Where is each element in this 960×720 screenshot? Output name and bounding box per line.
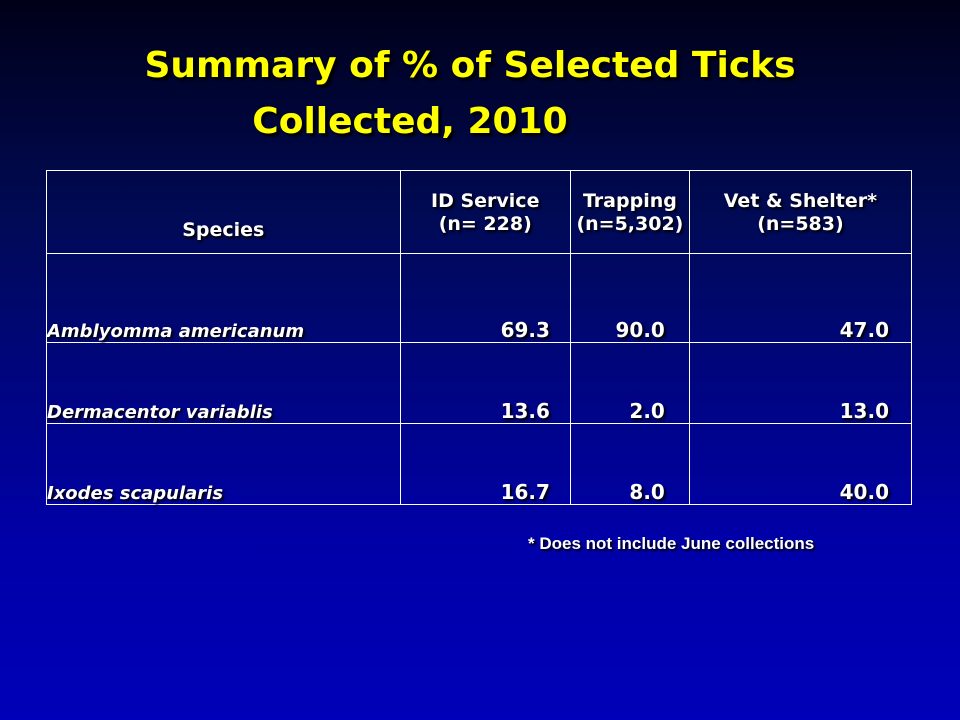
title-line-1: Summary of % of Selected Ticks (144, 45, 796, 86)
header-trapping: Trapping (n=5,302) (569, 170, 690, 254)
species-cell: Dermacentor variablis (46, 342, 401, 424)
header-id-service-n: (n= 228) (438, 213, 532, 235)
id-service-cell: 16.7 (399, 423, 571, 505)
vet-shelter-cell: 40.0 (688, 423, 913, 505)
table-header-row: Species ID Service (n= 228) Trapping (n=… (46, 170, 913, 254)
species-cell: Ixodes scapularis (46, 423, 401, 505)
table-row: Amblyomma americanum 69.3 90.0 47.0 (46, 253, 913, 343)
header-vet-shelter: Vet & Shelter* (n=583) (688, 170, 913, 254)
species-cell: Amblyomma americanum (46, 253, 401, 343)
table-row: Dermacentor variablis 13.6 2.0 13.0 (46, 342, 913, 424)
header-id-service: ID Service (n= 228) (399, 170, 571, 254)
tick-summary-table: Species ID Service (n= 228) Trapping (n=… (46, 170, 913, 505)
header-species: Species (46, 170, 401, 254)
slide-title: Summary of % of Selected Ticks Collected… (0, 38, 960, 150)
header-trapping-n: (n=5,302) (576, 213, 684, 235)
header-trapping-label: Trapping (582, 190, 677, 212)
vet-shelter-cell: 13.0 (688, 342, 913, 424)
trapping-cell: 90.0 (569, 253, 690, 343)
footnote: * Does not include June collections (528, 534, 815, 553)
title-line-2: Collected, 2010 (252, 101, 568, 142)
id-service-cell: 13.6 (399, 342, 571, 424)
vet-shelter-cell: 47.0 (688, 253, 913, 343)
id-service-cell: 69.3 (399, 253, 571, 343)
header-id-service-label: ID Service (431, 190, 540, 212)
header-species-label: Species (182, 219, 265, 241)
header-vet-shelter-label: Vet & Shelter* (723, 190, 878, 212)
trapping-cell: 2.0 (569, 342, 690, 424)
table-row: Ixodes scapularis 16.7 8.0 40.0 (46, 423, 913, 505)
trapping-cell: 8.0 (569, 423, 690, 505)
header-vet-shelter-n: (n=583) (757, 213, 844, 235)
